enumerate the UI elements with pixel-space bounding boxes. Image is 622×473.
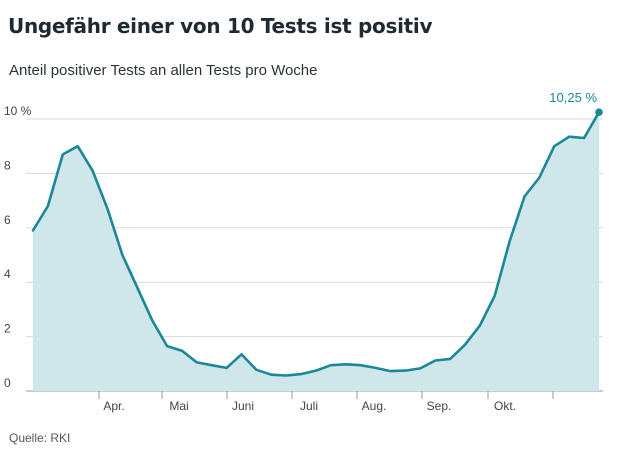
y-tick-label: 2	[4, 322, 11, 336]
y-tick-label: 10 %	[4, 104, 32, 118]
x-tick-label: Mai	[169, 399, 188, 413]
series-area	[33, 112, 599, 391]
x-tick-label: Juni	[232, 399, 254, 413]
series-line	[31, 110, 601, 377]
y-tick-label: 4	[4, 267, 11, 281]
y-tick-label: 0	[4, 376, 11, 390]
end-point-marker	[595, 108, 603, 116]
x-tick-label: Sep.	[427, 399, 452, 413]
x-tick-label: Aug.	[362, 399, 387, 413]
x-tick-label: Apr.	[103, 399, 124, 413]
chart-subtitle: Anteil positiver Tests an allen Tests pr…	[9, 62, 318, 79]
x-tick-label: Okt.	[494, 399, 516, 413]
y-tick-label: 6	[4, 213, 11, 227]
end-value-label: 10,25 %	[549, 90, 597, 105]
chart-title: Ungefähr einer von 10 Tests ist positiv	[8, 14, 433, 38]
y-tick-label: 8	[4, 158, 11, 172]
x-tick-label: Juli	[300, 399, 318, 413]
source-note: Quelle: RKI	[9, 431, 71, 445]
